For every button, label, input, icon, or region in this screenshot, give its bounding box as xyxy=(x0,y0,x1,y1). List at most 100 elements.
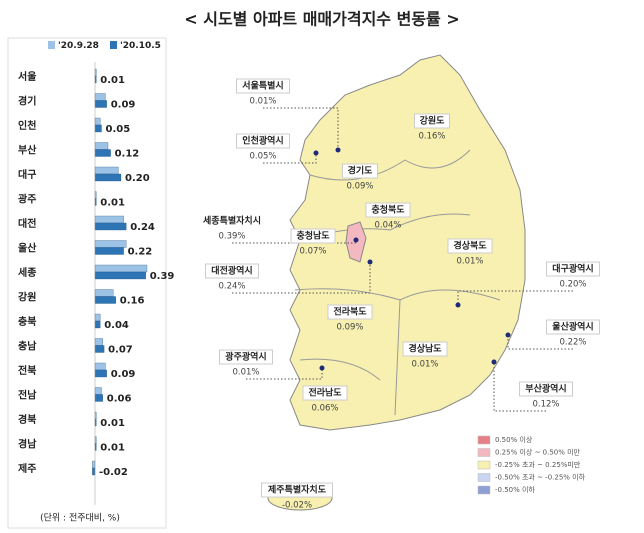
region-name: 강원도 xyxy=(420,115,446,127)
region-name: 서울특별시 xyxy=(242,80,283,92)
map-labels: 서울특별시 0.01% 인천광역시 0.05% 세종특별자치시 0.39% 대전광역시 0.2… xyxy=(203,78,600,511)
leader-line xyxy=(263,153,317,164)
bar xyxy=(92,467,96,476)
name-box xyxy=(519,381,573,397)
name-box xyxy=(236,78,290,94)
category-label: 세종 xyxy=(18,266,36,279)
map-legend-swatch xyxy=(477,473,491,482)
unit-note: (단위 : 전주대비, %) xyxy=(40,513,120,524)
name-box xyxy=(447,238,493,254)
region-value: 0.04% xyxy=(374,221,401,231)
name-box xyxy=(219,349,273,365)
city-dot xyxy=(367,259,373,265)
map-legend-label: 0.50% 이상 xyxy=(495,435,533,444)
region-value: 0.22% xyxy=(559,338,586,348)
city-dot xyxy=(319,365,325,371)
region-name: 전라남도 xyxy=(308,387,342,399)
leader-line xyxy=(493,362,546,412)
region-value: 0.01% xyxy=(411,360,438,370)
name-box xyxy=(342,163,378,179)
city-dot xyxy=(313,150,319,156)
region-name: 부산광역시 xyxy=(525,383,566,395)
region-value: 0.01% xyxy=(249,97,276,107)
bar xyxy=(94,100,107,108)
category-label: 경남 xyxy=(18,438,37,451)
name-box xyxy=(261,482,333,498)
category-label: 대전 xyxy=(18,217,36,230)
bar xyxy=(94,362,106,371)
category-label: 제주 xyxy=(18,462,36,475)
bar xyxy=(94,289,114,297)
category-label: 충남 xyxy=(18,340,37,353)
map-legend-label: 0.25% 이상 ~ 0.50% 미만 xyxy=(495,448,581,457)
region-name: 충청남도 xyxy=(296,230,330,242)
bar xyxy=(92,460,96,469)
value-label: 0.01 xyxy=(100,443,125,454)
region-value: 0.05% xyxy=(249,152,276,162)
city-dot xyxy=(491,359,497,365)
bar xyxy=(94,247,124,255)
name-box xyxy=(365,202,411,218)
name-box xyxy=(327,304,373,320)
value-label: 0.07 xyxy=(108,345,133,356)
category-label: 전북 xyxy=(18,364,36,377)
legend-swatch xyxy=(110,41,117,49)
bar xyxy=(94,271,146,280)
bar xyxy=(94,240,127,248)
value-label: 0.09 xyxy=(111,369,136,380)
bar xyxy=(94,222,127,231)
value-label: 0.16 xyxy=(120,296,145,307)
borders xyxy=(294,149,501,416)
bar xyxy=(94,313,101,322)
value-label: 0.01 xyxy=(100,198,125,209)
category-label: 울산 xyxy=(18,242,37,255)
bar xyxy=(94,387,102,395)
name-box xyxy=(290,228,336,244)
chart-frame xyxy=(7,37,167,529)
bar xyxy=(94,93,106,101)
map-legend-swatch xyxy=(477,460,491,470)
region-name: 충청북도 xyxy=(371,204,405,216)
bar xyxy=(94,338,103,346)
region-name: 제주특별자치도 xyxy=(268,484,327,496)
bar xyxy=(94,345,105,353)
category-label: 광주 xyxy=(18,194,36,206)
title: < 시도별 아파트 매매가격지수 변동률 > xyxy=(184,10,459,29)
category-label: 인천 xyxy=(18,119,36,132)
region-name: 대구광역시 xyxy=(552,263,593,275)
name-box xyxy=(236,133,290,149)
value-label: 0.04 xyxy=(104,320,129,331)
bar xyxy=(94,124,102,133)
bar xyxy=(94,296,116,304)
value-label: 0.20 xyxy=(125,173,150,184)
value-label: 0.24 xyxy=(130,222,155,233)
city-dot xyxy=(455,302,461,308)
region-name: 대전광역시 xyxy=(211,265,252,277)
bar xyxy=(94,117,101,126)
value-label: 0.09 xyxy=(111,100,136,111)
region-name: 경상북도 xyxy=(453,240,487,252)
name-box xyxy=(546,261,600,277)
category-label: 강원 xyxy=(18,291,36,304)
value-label: 0.01 xyxy=(100,75,125,86)
name-box xyxy=(402,341,448,357)
bar xyxy=(94,320,101,329)
bar xyxy=(94,369,107,378)
name-box xyxy=(414,113,450,129)
city-dot xyxy=(353,237,359,243)
region-value: 0.09% xyxy=(336,323,363,333)
map-legend-swatch xyxy=(477,435,491,445)
value-label: 0.01 xyxy=(100,418,125,429)
region-value: 0.24% xyxy=(218,282,245,292)
region-value: 0.01% xyxy=(232,368,259,378)
legend-label: '20.10.5 xyxy=(120,41,161,51)
city-dot xyxy=(505,332,511,338)
category-label: 경기 xyxy=(18,95,36,108)
region-value: 0.01% xyxy=(456,257,483,267)
region-value: 0.12% xyxy=(532,400,559,410)
bar xyxy=(94,215,124,224)
value-label: -0.02 xyxy=(99,467,128,478)
region-value: 0.16% xyxy=(418,132,445,142)
region-name: 경기도 xyxy=(348,165,374,177)
